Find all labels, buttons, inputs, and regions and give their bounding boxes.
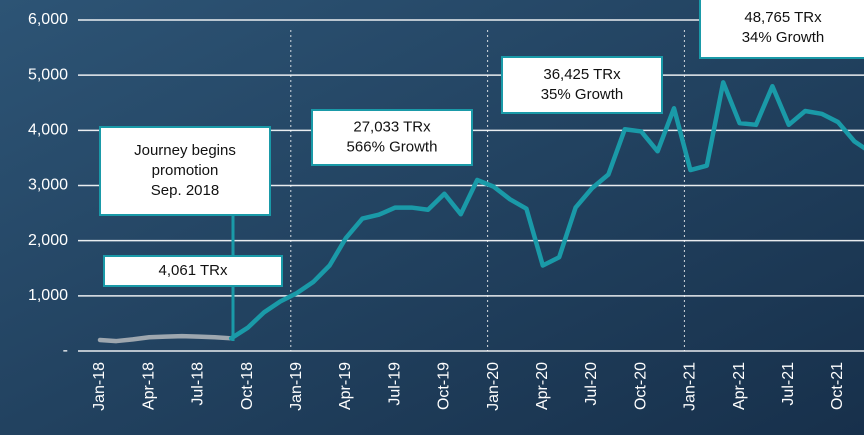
y-tick-label: 3,000 [28, 177, 68, 194]
annotation: 36,425 TRx 35% Growth [501, 56, 663, 114]
y-tick-label: - [63, 342, 68, 359]
annotation-text: 48,765 TRx [744, 9, 822, 26]
annotation-text: 27,033 TRx [353, 118, 431, 135]
x-tick-label: Jan-20 [485, 362, 502, 411]
data-line [97, 333, 234, 344]
x-tick-label: Apr-21 [731, 362, 748, 410]
y-tick-label: 1,000 [28, 287, 68, 304]
annotation-box [103, 255, 283, 287]
x-tick-label: Apr-18 [140, 362, 157, 410]
annotation-text: 34% Growth [742, 29, 825, 46]
x-tick-label: Apr-19 [337, 362, 354, 410]
annotation-text: promotion [152, 162, 219, 179]
annotation-text: 566% Growth [347, 138, 438, 155]
x-tick-label: Oct-19 [436, 362, 453, 410]
annotation: 48,765 TRx 34% Growth [699, 0, 864, 59]
x-tick-label: Oct-21 [829, 362, 846, 410]
x-tick-label: Jul-20 [583, 362, 600, 406]
annotation-text: Journey begins [134, 142, 236, 159]
x-tick-label: Oct-20 [632, 362, 649, 410]
x-tick-label: Jul-18 [190, 362, 207, 406]
x-tick-label: Jul-19 [386, 362, 403, 406]
annotation-box [99, 126, 271, 216]
annotation: Journey begins promotion Sep. 2018 [99, 126, 271, 216]
y-tick-label: 5,000 [28, 66, 68, 83]
annotation-box [699, 0, 864, 59]
annotation-text: 36,425 TRx [543, 66, 621, 83]
annotation: 4,061 TRx [103, 255, 283, 287]
annotation-box [311, 109, 473, 166]
annotation-text: 35% Growth [541, 86, 624, 103]
annotation-box [501, 56, 663, 114]
x-tick-label: Jan-21 [682, 362, 699, 411]
annotation-text: Sep. 2018 [151, 182, 219, 199]
y-tick-label: 2,000 [28, 232, 68, 249]
x-tick-label: Apr-20 [534, 362, 551, 410]
annotation: 27,033 TRx 566% Growth [311, 109, 473, 166]
x-tick-label: Jul-21 [780, 362, 797, 406]
x-tick-label: Jan-19 [288, 362, 305, 411]
x-tick-label: Oct-18 [239, 362, 256, 410]
y-tick-label: 4,000 [28, 122, 68, 139]
x-tick-label: Jan-18 [91, 362, 108, 411]
data-line [228, 80, 864, 341]
annotation-text: 4,061 TRx [159, 262, 228, 279]
y-tick-label: 6,000 [28, 11, 68, 28]
